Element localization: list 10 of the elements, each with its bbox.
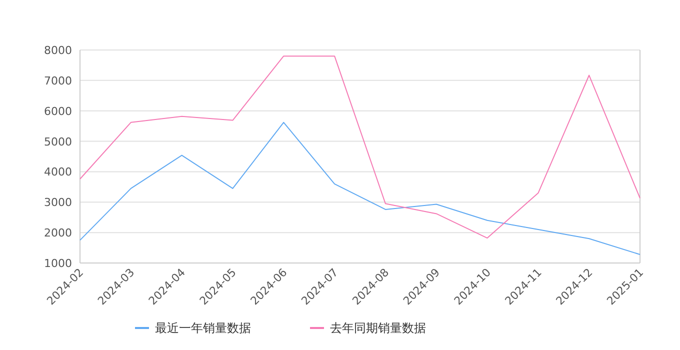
legend-label: 最近一年销量数据	[155, 321, 251, 335]
y-tick-label: 3000	[44, 196, 72, 210]
y-tick-label: 2000	[44, 226, 72, 240]
y-tick-label: 1000	[44, 257, 72, 270]
y-tick-label: 6000	[44, 104, 72, 118]
y-tick-label: 8000	[44, 44, 72, 57]
y-tick-label: 5000	[44, 135, 72, 148]
y-tick-label: 4000	[44, 166, 72, 179]
y-tick-label: 7000	[44, 74, 72, 88]
legend-label: 去年同期销量数据	[330, 321, 426, 335]
